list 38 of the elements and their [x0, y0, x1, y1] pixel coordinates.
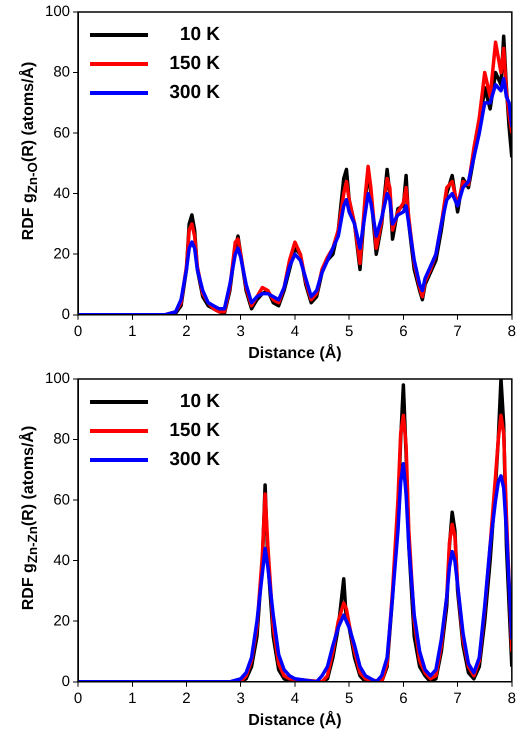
y-tick-label: 20: [53, 612, 70, 630]
y-tick-label: 0: [62, 672, 70, 690]
x-tick-label: 3: [236, 322, 245, 340]
x-tick-label: 6: [399, 322, 408, 340]
y-tick-label: 40: [53, 552, 70, 569]
x-tick-label: 7: [453, 690, 462, 707]
y-tick-label: 80: [53, 64, 70, 81]
y-tick-label: 40: [53, 184, 70, 202]
x-axis-title: Distance (Å): [248, 342, 342, 362]
x-tick-label: 5: [344, 690, 354, 707]
y-tick-label: 60: [53, 491, 70, 508]
x-tick-label: 5: [344, 322, 354, 340]
x-tick-label: 1: [128, 690, 136, 707]
legend-label: 10 K: [178, 390, 220, 412]
x-tick-label: 3: [236, 690, 245, 707]
legend-label: 300 K: [168, 82, 220, 104]
x-tick-label: 8: [508, 690, 516, 707]
y-tick-label: 80: [53, 430, 70, 448]
x-tick-label: 0: [74, 690, 82, 707]
x-tick-label: 0: [74, 322, 82, 340]
x-tick-label: 6: [399, 690, 408, 707]
legend-label: 10 K: [178, 24, 220, 46]
x-tick-label: 2: [182, 690, 191, 707]
y-tick-label: 100: [44, 3, 70, 20]
y-tick-label: 20: [53, 245, 70, 262]
y-tick-label: 60: [53, 124, 70, 142]
x-tick-label: 4: [290, 322, 300, 340]
x-tick-label: 2: [182, 322, 191, 340]
legend-label: 150 K: [168, 420, 220, 442]
x-axis-title: Distance (Å): [248, 710, 342, 729]
x-tick-label: 1: [128, 322, 136, 340]
x-tick-label: 8: [508, 322, 516, 340]
x-tick-label: 7: [453, 322, 462, 340]
legend-label: 300 K: [168, 448, 220, 470]
y-tick-label: 100: [44, 370, 70, 388]
legend-label: 150 K: [168, 52, 220, 74]
y-tick-label: 0: [62, 306, 70, 323]
x-tick-label: 4: [290, 690, 300, 707]
